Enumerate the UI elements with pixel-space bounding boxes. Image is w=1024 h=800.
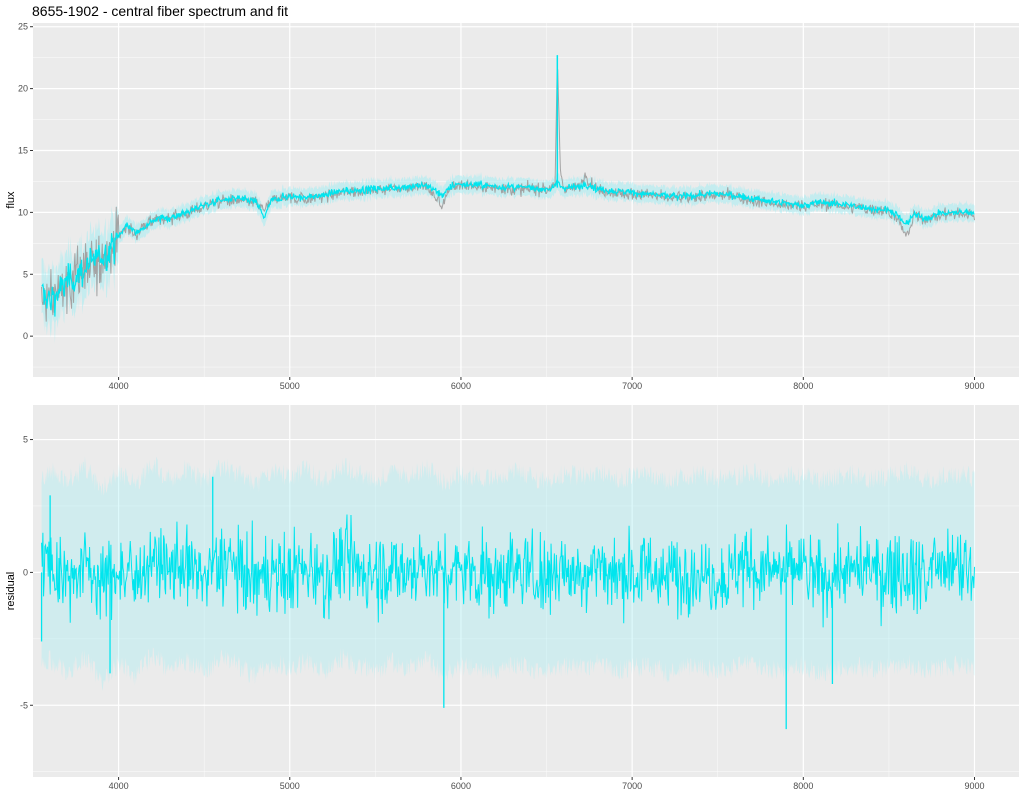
x-tick-label: 5000 <box>280 781 300 791</box>
y-tick-label: 10 <box>18 207 28 217</box>
observed-spectrum-line <box>41 69 975 322</box>
y-tick-label: 0 <box>23 331 28 341</box>
x-tick-label: 9000 <box>964 781 984 791</box>
x-tick-label: 6000 <box>451 381 471 391</box>
x-tick-label: 8000 <box>793 781 813 791</box>
y-tick-label: 25 <box>18 22 28 32</box>
x-tick-label: 7000 <box>622 381 642 391</box>
x-tick-label: 4000 <box>109 381 129 391</box>
y-tick-label: 5 <box>23 435 28 445</box>
residual-error-band <box>41 456 975 691</box>
x-tick-label: 6000 <box>451 781 471 791</box>
y-tick-label: 20 <box>18 84 28 94</box>
x-tick-label: 9000 <box>964 381 984 391</box>
x-tick-label: 7000 <box>622 781 642 791</box>
residual-line <box>41 514 975 628</box>
x-tick-label: 8000 <box>793 381 813 391</box>
y-tick-label: 0 <box>23 567 28 577</box>
residual-panel: 4000 5000 6000 7000 8000 9000 -5 0 5 residual <box>5 405 1019 791</box>
y-axis-label: residual <box>5 572 17 611</box>
fit-spectrum-line <box>41 178 975 317</box>
flux-panel: 4000 5000 6000 7000 8000 9000 0 5 10 15 20 25 flux <box>5 22 1019 391</box>
x-tick-label: 4000 <box>109 781 129 791</box>
figure-title: 8655-1902 - central fiber spectrum and f… <box>32 3 289 19</box>
y-axis-label: flux <box>5 191 17 209</box>
y-tick-label: 15 <box>18 145 28 155</box>
x-tick-label: 5000 <box>280 381 300 391</box>
y-tick-label: 5 <box>23 269 28 279</box>
y-tick-label: -5 <box>20 700 28 710</box>
